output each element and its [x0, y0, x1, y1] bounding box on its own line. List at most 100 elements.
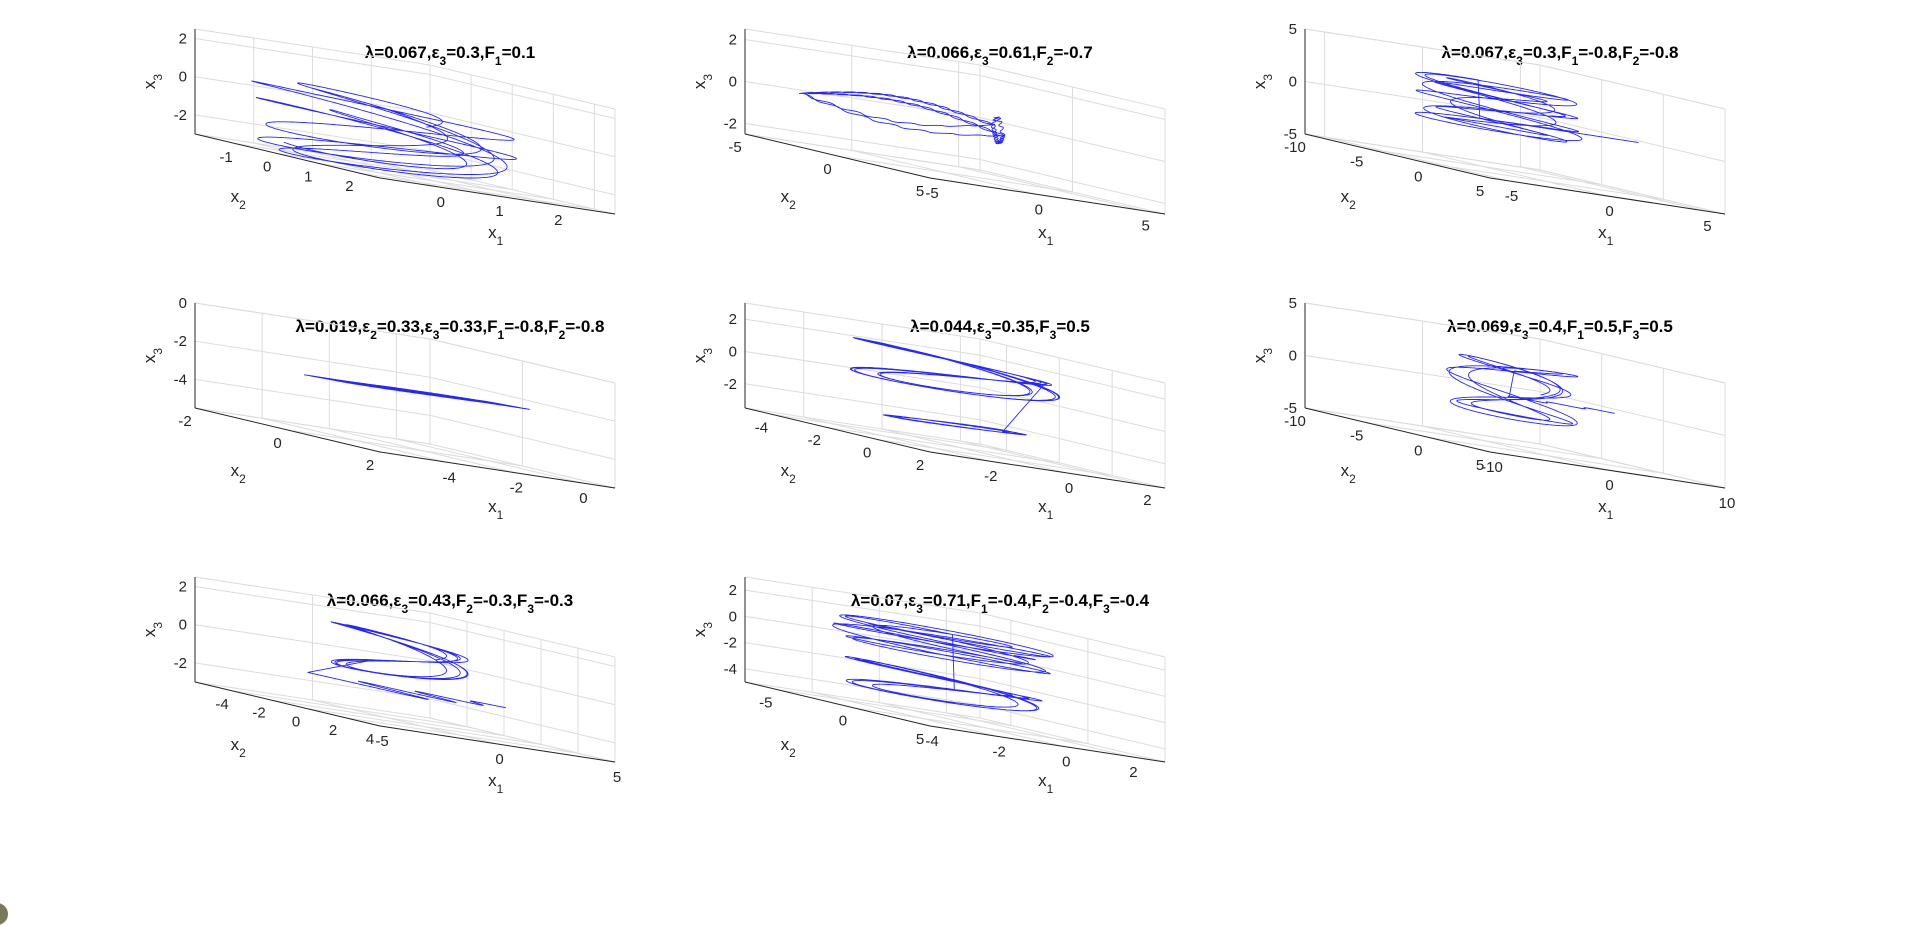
grid-line	[979, 704, 1166, 750]
x2-tick-label: -2	[178, 413, 191, 430]
x1-tick-label: -5	[375, 733, 388, 750]
grid-line	[979, 625, 1166, 671]
axes	[744, 577, 1166, 763]
grid-line	[979, 386, 1166, 432]
x2-tick-label: 0	[1414, 442, 1422, 459]
grid-line	[979, 419, 1166, 465]
trajectory-line	[1414, 71, 1639, 143]
x3-tick-label: -5	[1284, 400, 1297, 417]
grid	[1304, 302, 1726, 489]
grid-line	[979, 64, 1166, 110]
x2-axis-line	[194, 681, 381, 727]
x1-tick-label: 2	[1143, 492, 1151, 509]
x3-axis-label: x3	[690, 348, 715, 364]
x3-tick-label: -2	[724, 635, 737, 652]
x3-axis-label: x3	[140, 348, 165, 364]
x1-tick-label: 0	[437, 194, 445, 211]
grid-line	[1324, 136, 1510, 182]
x2-tick-label: 2	[329, 722, 337, 739]
x3-axis-label: x3	[140, 74, 165, 90]
x1-tick-label: 5	[613, 769, 621, 786]
grid-line	[1539, 391, 1726, 436]
grid-line	[1539, 169, 1726, 215]
x2-tick-label: 1	[304, 168, 312, 185]
grid-line	[744, 133, 981, 171]
grid-line	[771, 413, 1007, 451]
grid-line	[359, 172, 595, 210]
x1-axis-label: x1	[488, 223, 504, 248]
x1-tick-label: -2	[510, 480, 523, 497]
grid-line	[236, 143, 472, 181]
axes	[194, 29, 616, 215]
grid-line	[979, 717, 1166, 763]
grid-line	[429, 169, 616, 215]
grid-line	[979, 443, 1166, 489]
subplot-1: λ=0.067,ε3=0.3,F1=0.1 0 1 2 -1 0 1 2 -2 0 2 x1 x2 x3	[140, 28, 616, 248]
grid-line	[744, 668, 981, 706]
x3-tick-label: -4	[174, 371, 187, 388]
grid-line	[979, 117, 1166, 162]
x2-tick-label: -4	[755, 419, 768, 436]
x2-axis-label: x2	[1341, 461, 1357, 486]
grid-line	[744, 681, 981, 719]
trajectory-line	[1446, 353, 1615, 427]
trajectory-line	[799, 91, 1006, 145]
grid-line	[194, 76, 431, 114]
grid-line	[194, 114, 431, 152]
x3-tick-label: -2	[174, 333, 187, 350]
grid-line	[429, 64, 616, 110]
grid-line	[979, 338, 1166, 384]
x2-axis-line	[1304, 407, 1491, 453]
grid-line	[342, 716, 579, 754]
x1-axis-label: x1	[1598, 497, 1614, 522]
grid-line	[429, 443, 616, 489]
x3-tick-label: -5	[1284, 126, 1297, 143]
x1-tick-label: 0	[1035, 201, 1043, 218]
grid-line	[744, 383, 981, 421]
x2-tick-label: 0	[839, 713, 847, 730]
x1-tick-label: 2	[554, 212, 562, 229]
grid-line	[1366, 422, 1602, 460]
x3-axis-label: x3	[1250, 348, 1275, 364]
subplot-7: λ=0.066,ε3=0.43,F2=-0.3,F3=-0.3-505-4-20…	[140, 576, 621, 796]
grid-line	[877, 438, 1113, 476]
x2-tick-label: 0	[273, 435, 281, 452]
grid-line	[979, 678, 1166, 724]
subplot-title: λ=0.067,ε3=0.3,F1=-0.8,F2=-0.8	[1441, 43, 1678, 68]
grid-line	[1520, 166, 1706, 212]
grid-line	[429, 74, 616, 120]
grid-line	[1428, 162, 1664, 200]
grid-line	[312, 699, 498, 745]
subplot-title: λ=0.07,ε3=0.71,F1=-0.4,F2=-0.4,F3=-0.4	[851, 591, 1150, 616]
x3-tick-label: 2	[729, 32, 737, 49]
x1-axis-label: x1	[1038, 223, 1054, 248]
grid-line	[852, 707, 1088, 745]
x3-axis-label: x3	[690, 74, 715, 90]
grid-line	[318, 162, 554, 200]
x1-tick-label: 0	[1065, 480, 1073, 497]
axes	[1304, 303, 1726, 489]
x3-tick-label: 5	[1289, 295, 1297, 312]
trajectory-line	[849, 337, 1061, 436]
x2-tick-label: 5	[1476, 183, 1484, 200]
axes	[194, 303, 616, 489]
x2-tick-label: 5	[1476, 457, 1484, 474]
grid-line	[429, 622, 616, 668]
x2-axis-line	[1304, 133, 1491, 179]
grid-line	[305, 707, 542, 745]
grid-line	[1304, 133, 1541, 171]
x1-axis-line	[929, 725, 1166, 763]
x1-tick-label: -4	[442, 469, 455, 486]
x1-axis-label: x1	[1038, 771, 1054, 796]
axes	[194, 577, 616, 763]
x2-axis-label: x2	[781, 735, 797, 760]
grid-line	[1539, 443, 1726, 489]
x3-tick-label: 2	[179, 579, 187, 596]
subplot-title: λ=0.019,ε2=0.33,ε3=0.33,F1=-0.8,F2=-0.8	[296, 317, 605, 342]
x2-tick-label: -5	[1350, 154, 1363, 171]
grid-line	[194, 624, 431, 662]
trajectory-line	[251, 80, 517, 179]
grid-line	[371, 160, 557, 206]
grid-line	[429, 698, 616, 744]
x3-tick-label: -2	[174, 655, 187, 672]
